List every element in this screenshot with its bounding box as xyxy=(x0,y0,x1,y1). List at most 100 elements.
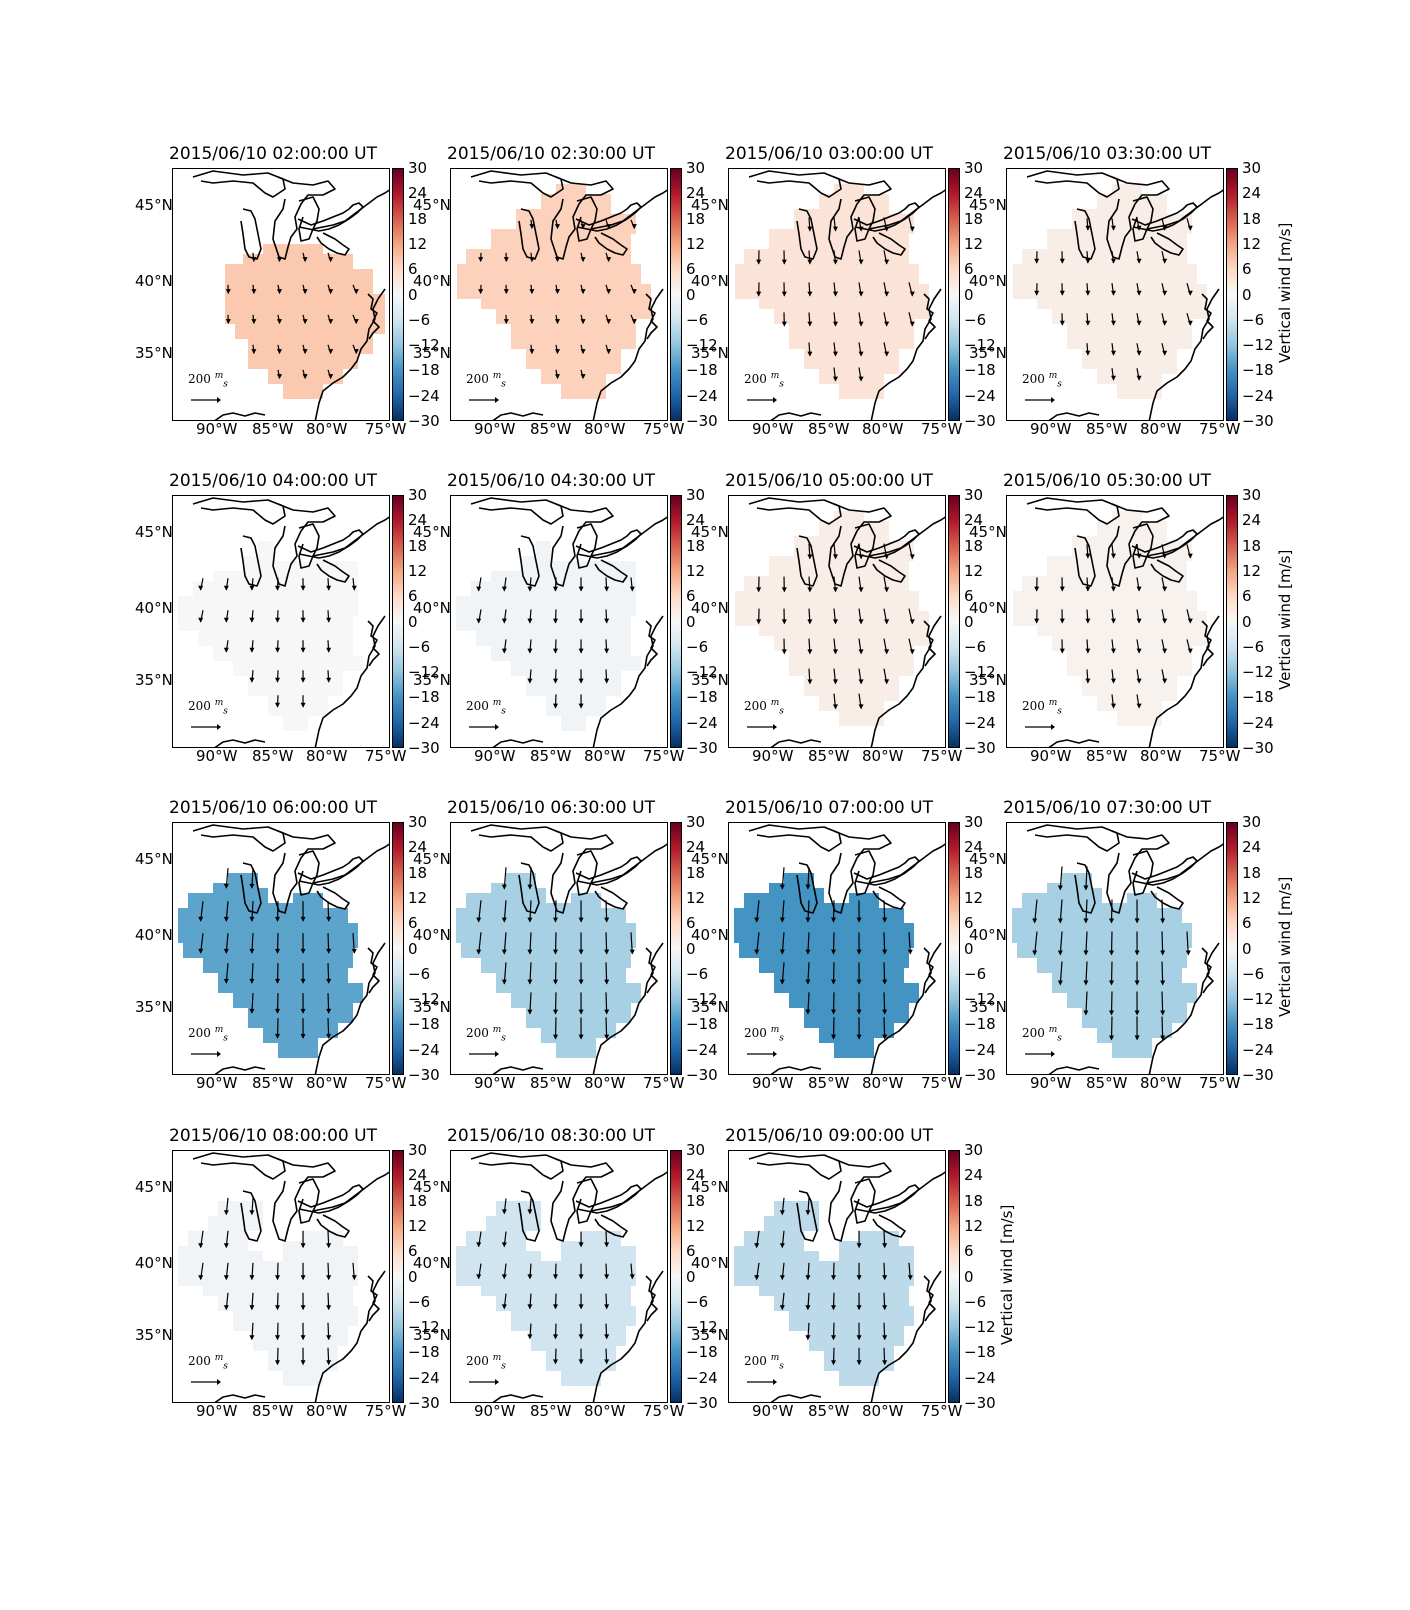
wind-arrow xyxy=(856,932,862,955)
wind-arrow xyxy=(1109,961,1114,986)
wind-arrow xyxy=(300,1292,306,1311)
colorbar-tick-label: 12 xyxy=(686,1216,706,1235)
colorbar-tick-label: −24 xyxy=(686,713,718,732)
colorbar-tick-label: 18 xyxy=(408,863,428,882)
coastline xyxy=(192,497,389,747)
lon-tick-label: 85°W xyxy=(530,747,572,765)
wind-arrow xyxy=(527,1323,533,1340)
wind-arrow xyxy=(352,314,359,325)
panel-title: 2015/06/10 06:30:00 UT xyxy=(447,798,655,818)
coastline-segment xyxy=(645,293,658,340)
coastline-segment xyxy=(748,497,842,525)
wind-arrow xyxy=(856,1017,862,1040)
scale-arrow xyxy=(747,724,777,730)
wind-arrow xyxy=(1111,251,1116,264)
lon-tick-label: 75°W xyxy=(1199,420,1241,438)
lon-tick-label: 75°W xyxy=(643,747,685,765)
coastline-segment xyxy=(796,535,818,587)
wind-arrow xyxy=(1057,931,1063,956)
wind-arrow xyxy=(302,252,308,263)
colorbar-tick-label: −30 xyxy=(408,1394,440,1412)
scale-arrow-label: 200 ms xyxy=(188,698,228,717)
wind-arrow xyxy=(225,284,231,295)
lon-tick-label: 90°W xyxy=(474,747,516,765)
wind-arrow xyxy=(1034,251,1040,264)
wind-arrow xyxy=(882,1322,888,1341)
wind-arrow xyxy=(882,932,888,955)
wind-arrow xyxy=(1134,961,1140,986)
wind-arrow xyxy=(807,638,813,655)
colorbar-title: Vertical wind [m/s] xyxy=(998,1204,1016,1345)
wind-arrow xyxy=(831,1017,836,1040)
wind-arrow xyxy=(249,1197,255,1216)
wind-arrow xyxy=(277,252,282,263)
wind-arrow xyxy=(553,639,558,654)
wind-arrow xyxy=(1032,899,1038,924)
wind-arrow xyxy=(756,250,762,265)
coastline-segment xyxy=(492,1394,544,1402)
wind-arrow xyxy=(805,1292,811,1311)
wind-arrow xyxy=(578,1017,584,1040)
wind-arrows xyxy=(1034,544,1193,709)
colorbar-tick-label: 0 xyxy=(1242,285,1252,304)
wind-arrow xyxy=(883,250,890,265)
wind-arrow xyxy=(882,992,888,1015)
vertical-wind-field xyxy=(457,184,651,399)
panel-title: 2015/06/10 08:30:00 UT xyxy=(447,1126,655,1146)
wind-arrow xyxy=(831,1262,836,1281)
coastline xyxy=(1026,824,1223,1074)
colorbar-tick-label: −30 xyxy=(686,412,718,430)
wind-arrow xyxy=(326,1018,332,1039)
wind-arrow xyxy=(856,1347,862,1366)
wind-arrow xyxy=(605,314,612,325)
colorbar xyxy=(1226,168,1238,421)
scale-arrow-label: 200 ms xyxy=(1022,1025,1062,1044)
scale-arrow-label: 200 ms xyxy=(466,371,506,390)
wind-arrow xyxy=(527,1198,533,1215)
coastline-segment xyxy=(492,412,544,420)
scale-arrow xyxy=(191,1051,221,1057)
lat-tick-label: 45°N xyxy=(969,850,1007,868)
wind-arrow xyxy=(781,282,787,297)
coastline xyxy=(470,170,667,420)
wind-arrow xyxy=(478,284,484,295)
lon-tick-label: 80°W xyxy=(306,420,348,438)
wind-arrow xyxy=(553,577,558,592)
wind-arrow xyxy=(501,1231,507,1248)
wind-arrow xyxy=(302,314,308,325)
wind-arrow xyxy=(501,639,507,654)
colorbar-tick-label: −6 xyxy=(408,637,431,656)
wind-arrow xyxy=(529,284,535,295)
colorbar-tick-label: 30 xyxy=(964,486,984,504)
lat-tick-label: 45°N xyxy=(135,850,173,868)
wind-arrow xyxy=(501,867,507,890)
lat-tick-label: 35°N xyxy=(135,1326,173,1344)
wind-arrow xyxy=(249,640,255,653)
coastline-segment xyxy=(872,559,906,583)
wind-arrow xyxy=(605,252,612,263)
scale-arrow-label: 200 ms xyxy=(744,1353,784,1372)
wind-arrow xyxy=(277,284,282,295)
wind-arrow xyxy=(249,993,255,1014)
colorbar-tick-label: 18 xyxy=(964,1191,984,1210)
scale-arrow-label: 200 ms xyxy=(744,371,784,390)
coastline xyxy=(192,170,389,420)
wind-arrow xyxy=(1083,931,1089,956)
coastline-segment xyxy=(316,886,350,910)
coastline-segment xyxy=(872,886,906,910)
colorbar-tick-label: 0 xyxy=(964,939,974,958)
colorbar-tick-label: 18 xyxy=(686,536,706,555)
wind-arrow xyxy=(1136,694,1142,709)
map-panel xyxy=(1006,495,1224,748)
colorbar xyxy=(948,168,960,421)
wind-arrow xyxy=(249,670,255,683)
colorbar-tick-label: 6 xyxy=(408,914,418,933)
wind-arrow xyxy=(908,217,915,232)
colorbar-tick-label: 24 xyxy=(686,838,706,857)
wind-arrow xyxy=(198,933,204,954)
wind-arrow xyxy=(833,312,838,327)
wind-arrow xyxy=(805,867,811,890)
colorbar-tick-label: 18 xyxy=(686,209,706,228)
colorbar-tick-label: 6 xyxy=(408,1242,418,1261)
coastline-segment xyxy=(192,170,286,198)
